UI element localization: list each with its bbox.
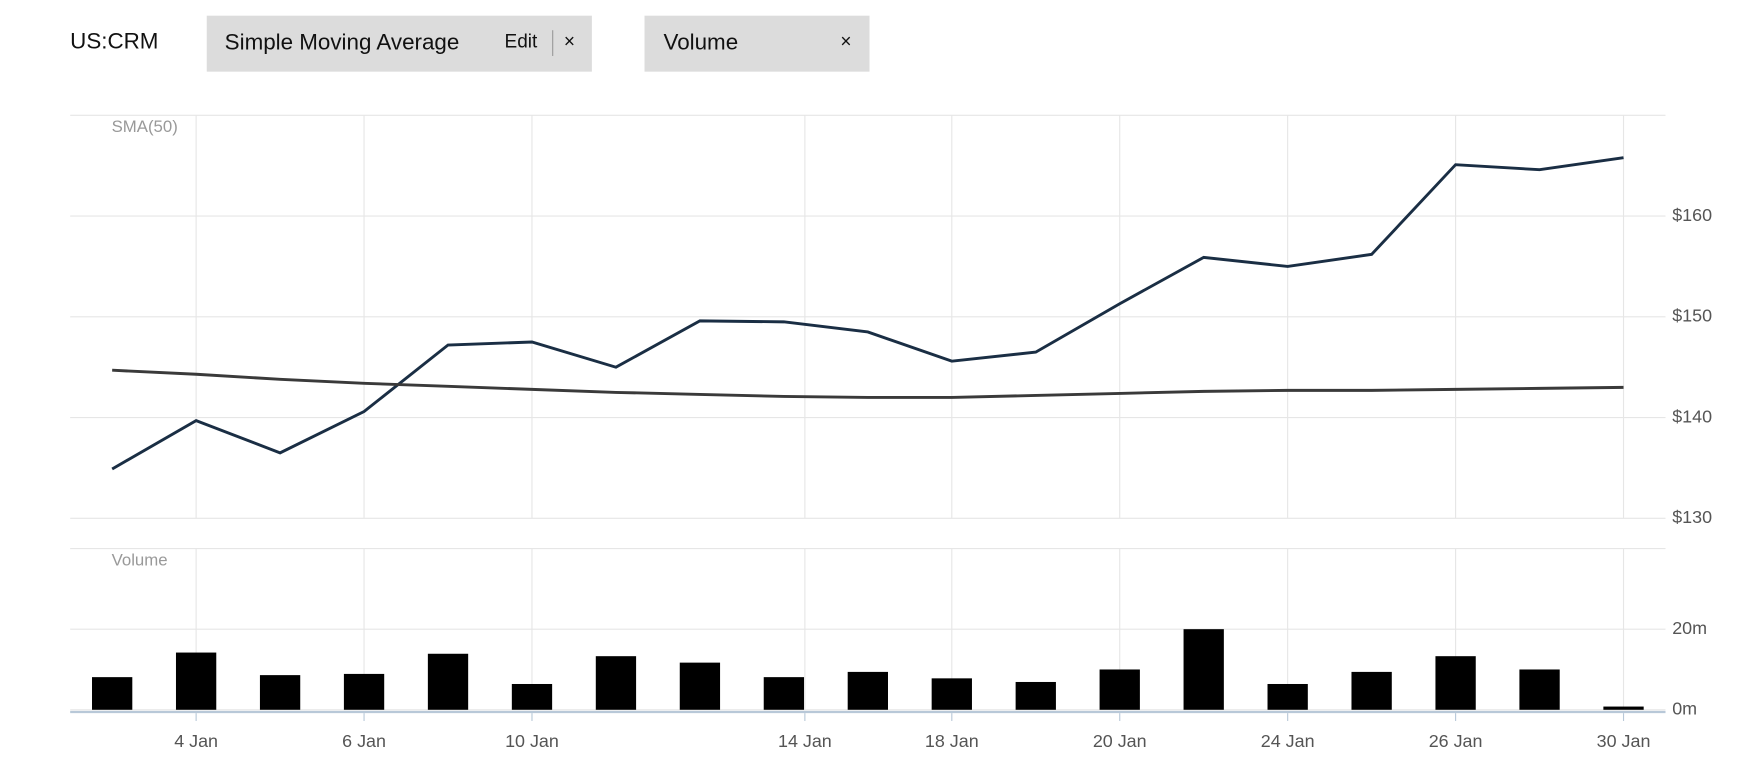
- edit-button[interactable]: Edit: [505, 32, 538, 53]
- bar: [1015, 681, 1056, 710]
- x-tick-label: 30 Jan: [1597, 731, 1651, 751]
- line: [112, 368, 1624, 399]
- bar: [259, 675, 301, 710]
- bar: [1267, 683, 1308, 710]
- y-tick-label: 20m: [1672, 618, 1707, 638]
- close-button[interactable]: ×: [564, 32, 575, 53]
- x-tick-label: 24 Jan: [1261, 731, 1315, 751]
- bar: [1603, 706, 1644, 710]
- indicator-tab[interactable]: [644, 15, 870, 72]
- bar: [1519, 669, 1560, 710]
- bar: [847, 671, 888, 710]
- x-tick-label: 20 Jan: [1093, 731, 1147, 751]
- indicator-tab[interactable]: [206, 15, 592, 72]
- bar: [427, 653, 469, 710]
- bar: [931, 678, 972, 710]
- x-tick-label: 14 Jan: [778, 731, 832, 751]
- bar: [1183, 629, 1224, 710]
- y-tick-label: $160: [1672, 205, 1712, 225]
- bar: [511, 683, 553, 710]
- x-tick-label: 18 Jan: [925, 731, 979, 751]
- bar: [175, 652, 217, 710]
- line: [111, 156, 1624, 471]
- x-tick-label: 10 Jan: [505, 731, 559, 751]
- x-tick-label: 26 Jan: [1429, 731, 1483, 751]
- bar: [92, 677, 133, 710]
- bar: [1099, 669, 1140, 710]
- close-button[interactable]: ×: [840, 32, 851, 53]
- bar: [679, 662, 721, 710]
- bar: [343, 673, 385, 710]
- x-tick-label: 4 Jan: [174, 731, 218, 751]
- bar: [1435, 656, 1476, 710]
- panel-label: SMA(50): [112, 117, 178, 136]
- y-tick-label: $140: [1672, 406, 1712, 426]
- bar: [595, 656, 637, 710]
- y-tick-label: $150: [1672, 306, 1712, 326]
- tab-label: Volume: [664, 30, 739, 55]
- tab-label: Simple Moving Average: [225, 30, 460, 55]
- x-tick-label: 6 Jan: [342, 731, 386, 751]
- symbol: US:CRM: [70, 28, 158, 53]
- bar: [1351, 671, 1392, 710]
- bar: [763, 677, 805, 710]
- y-tick-label: 0m: [1672, 699, 1697, 719]
- y-tick-label: $130: [1672, 507, 1712, 527]
- panel-label: Volume: [112, 550, 168, 569]
